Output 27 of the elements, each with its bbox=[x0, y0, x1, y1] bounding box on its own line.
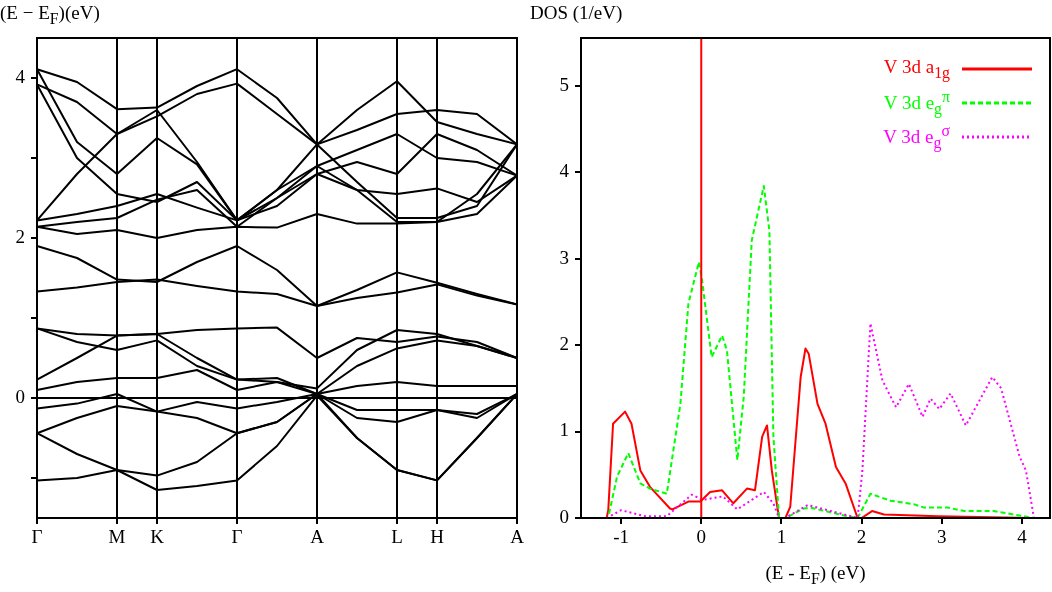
x-tick-label: K bbox=[150, 526, 165, 548]
x-tick-label: 4 bbox=[1017, 526, 1028, 548]
x-tick-label: 1 bbox=[776, 526, 787, 548]
x-tick-label: H bbox=[430, 526, 445, 548]
y-axis-title: DOS (1/eV) bbox=[530, 2, 623, 24]
y-tick-label: 1 bbox=[559, 419, 569, 441]
y-tick-label: 4 bbox=[559, 160, 570, 182]
y-axis-title: (E − E$_{F}$)(eV) bbox=[0, 2, 100, 28]
legend-label: V 3d a$_{1g}$ bbox=[883, 56, 950, 82]
x-tick-label: A bbox=[310, 526, 325, 548]
x-tick-label: L bbox=[391, 526, 403, 548]
y-tick-label: 3 bbox=[559, 246, 569, 268]
y-tick-label: 2 bbox=[559, 333, 569, 355]
x-tick-label: A bbox=[510, 526, 525, 548]
x-tick-label: Γ bbox=[231, 526, 243, 548]
y-tick-label: 4 bbox=[15, 65, 26, 87]
y-tick-label: 0 bbox=[559, 505, 569, 527]
x-axis-title: (E - E$_{F}$) (eV) bbox=[765, 562, 866, 588]
y-tick-label: 5 bbox=[559, 73, 569, 95]
y-tick-label: 0 bbox=[15, 385, 25, 407]
x-tick-label: -1 bbox=[613, 526, 629, 548]
x-tick-label: 0 bbox=[696, 526, 707, 548]
x-tick-label: 3 bbox=[937, 526, 947, 548]
x-tick-label: M bbox=[108, 526, 126, 548]
x-tick-label: 2 bbox=[856, 526, 867, 548]
x-tick-label: Γ bbox=[31, 526, 43, 548]
y-tick-label: 2 bbox=[15, 225, 25, 247]
